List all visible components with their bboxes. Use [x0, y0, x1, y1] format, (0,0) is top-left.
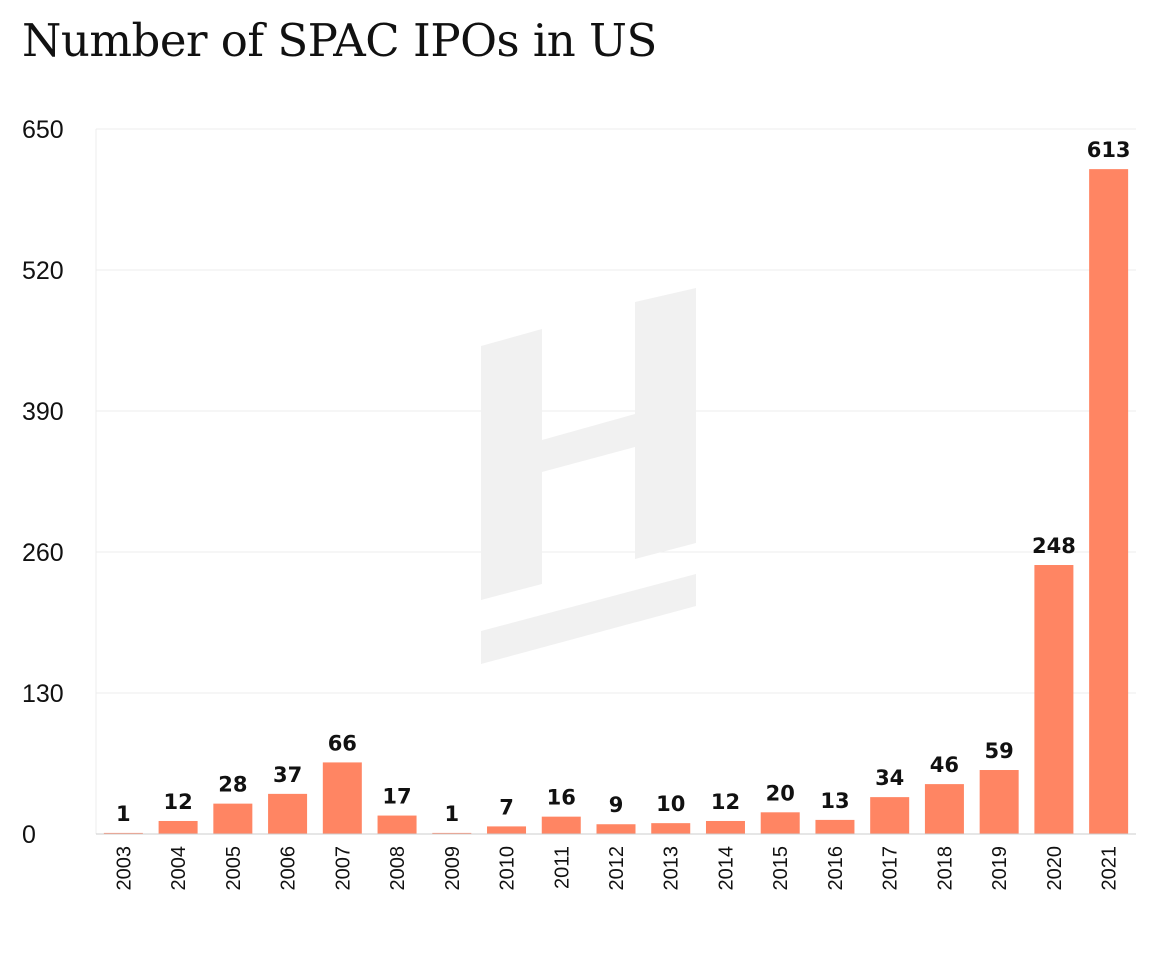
bar-2008: [377, 815, 417, 834]
x-tick-label: 2020: [1044, 846, 1066, 891]
bar-2021: [1089, 169, 1129, 835]
bar-2003: [103, 832, 143, 834]
bars: [103, 169, 1129, 835]
watermark-underline: [481, 574, 696, 664]
bar-2005: [213, 803, 253, 834]
data-label: 16: [547, 786, 576, 810]
bar-2014: [705, 820, 745, 834]
x-tick-label: 2006: [278, 846, 300, 891]
data-label: 1: [116, 802, 131, 826]
bar-2015: [760, 812, 800, 834]
data-label: 1: [444, 802, 459, 826]
y-tick-label: 130: [22, 680, 64, 708]
bar-2012: [596, 824, 636, 834]
x-tick-label: 2021: [1099, 846, 1121, 891]
y-tick-label: 0: [22, 821, 36, 849]
data-label: 28: [218, 773, 247, 797]
watermark-logo: [481, 288, 696, 664]
data-label: 66: [328, 731, 357, 755]
x-tick-label: 2008: [387, 846, 409, 891]
bar-2006: [268, 793, 308, 834]
x-tick-label: 2016: [825, 846, 847, 891]
x-tick-label: 2003: [113, 846, 135, 891]
bar-2017: [870, 797, 910, 834]
data-label: 13: [820, 789, 849, 813]
data-label: 37: [273, 763, 302, 787]
bar-2010: [487, 826, 527, 834]
data-label: 248: [1032, 534, 1076, 558]
data-label: 34: [875, 766, 904, 790]
x-tick-label: 2010: [497, 846, 519, 891]
data-label: 613: [1087, 138, 1131, 162]
y-tick-label: 650: [22, 116, 64, 144]
chart-title: Number of SPAC IPOs in US: [22, 14, 657, 67]
x-tick-label: 2013: [661, 846, 683, 891]
bar-2013: [651, 823, 691, 834]
y-tick-label: 260: [22, 539, 64, 567]
x-tick-label: 2004: [168, 846, 190, 891]
x-axis-ticks: 2003 2004 2005 2006 2007 2008 2009 2010 2011 2012…: [113, 846, 1120, 891]
x-tick-label: 2014: [715, 846, 737, 891]
data-label: 12: [711, 790, 740, 814]
x-tick-label: 2007: [332, 846, 354, 891]
x-tick-label: 2018: [934, 846, 956, 891]
x-tick-label: 2019: [989, 846, 1011, 891]
bar-2009: [432, 832, 472, 834]
bar-2018: [924, 784, 964, 834]
bar-2011: [541, 816, 581, 834]
x-tick-label: 2009: [442, 846, 464, 891]
data-label: 59: [985, 739, 1014, 763]
watermark-left-stroke: [481, 329, 542, 600]
data-label: 17: [382, 785, 411, 809]
data-label: 20: [766, 781, 795, 805]
bar-2020: [1034, 565, 1074, 834]
x-tick-label: 2012: [606, 846, 628, 891]
watermark-right-stroke: [635, 288, 696, 559]
bar-2004: [158, 820, 198, 834]
data-label: 12: [163, 790, 192, 814]
gridlines: [95, 128, 1136, 834]
bar-2007: [322, 762, 362, 834]
watermark-crossbar: [542, 414, 635, 472]
data-label: 10: [656, 792, 685, 816]
bar-2016: [815, 819, 855, 834]
x-tick-label: 2011: [551, 846, 573, 889]
data-label: 9: [609, 793, 624, 817]
data-label: 46: [930, 753, 959, 777]
x-tick-label: 2005: [223, 846, 245, 891]
x-tick-label: 2017: [880, 846, 902, 891]
bar-2019: [979, 770, 1019, 834]
x-tick-label: 2015: [770, 846, 792, 891]
y-axis-ticks: 0 130 260 390 520 650: [22, 116, 64, 849]
data-label: 7: [499, 795, 514, 819]
y-tick-label: 520: [22, 257, 64, 285]
y-tick-label: 390: [22, 398, 64, 426]
